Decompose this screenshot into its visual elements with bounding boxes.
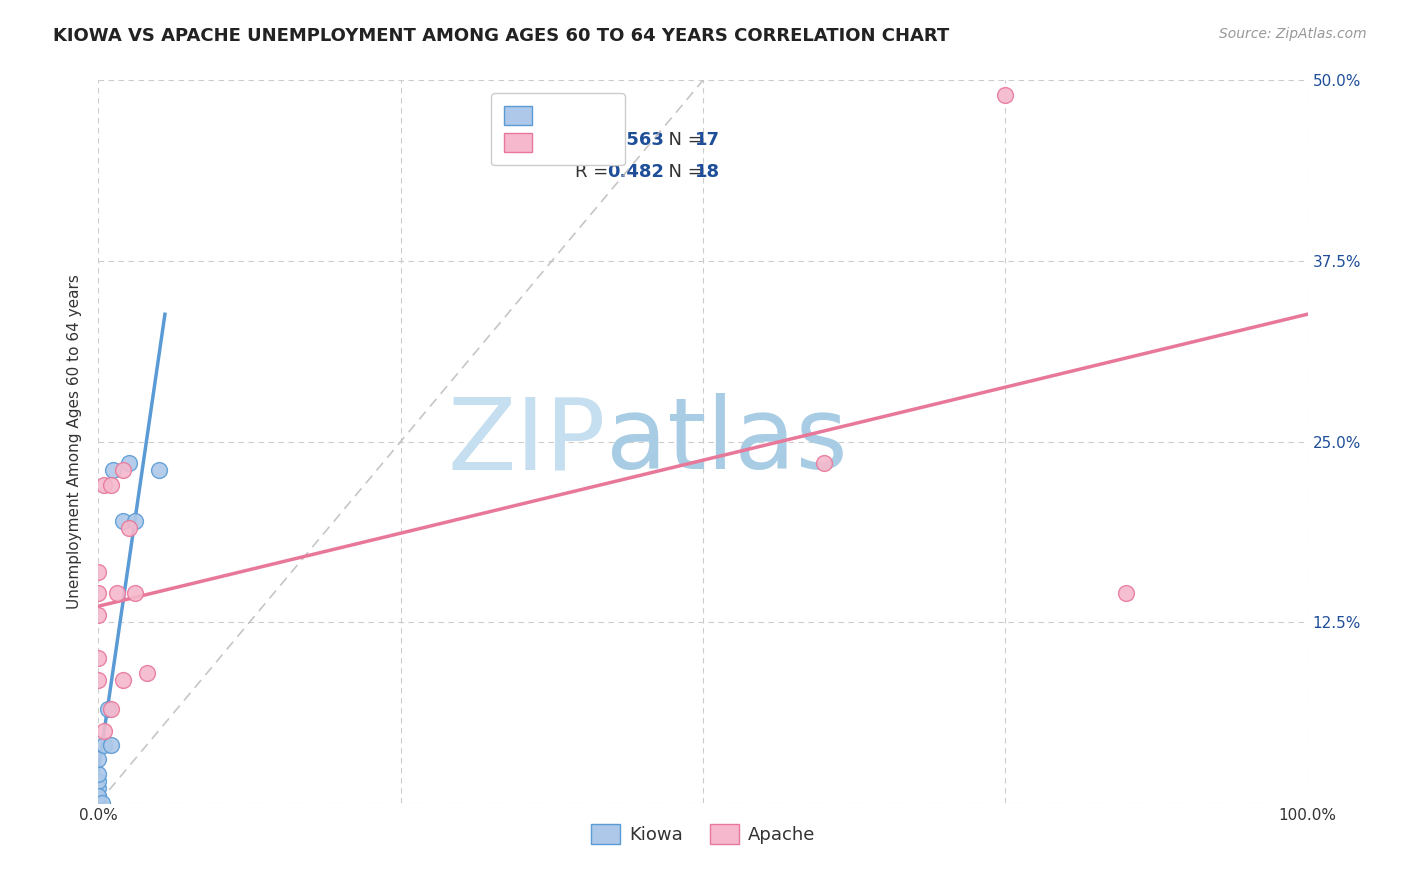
Point — [87, 586, 110, 600]
Point — [97, 702, 120, 716]
Point — [111, 463, 134, 477]
Text: ZIP: ZIP — [449, 393, 606, 490]
Point — [100, 738, 122, 752]
Point — [87, 651, 110, 665]
Point — [87, 781, 110, 796]
Point — [87, 774, 110, 789]
Point — [111, 673, 134, 687]
Point — [1115, 586, 1137, 600]
Point — [105, 586, 128, 600]
Text: 18: 18 — [695, 162, 720, 180]
Point — [87, 752, 110, 766]
Text: atlas: atlas — [606, 393, 848, 490]
Point — [994, 87, 1017, 102]
Point — [87, 673, 110, 687]
Text: KIOWA VS APACHE UNEMPLOYMENT AMONG AGES 60 TO 64 YEARS CORRELATION CHART: KIOWA VS APACHE UNEMPLOYMENT AMONG AGES … — [53, 27, 949, 45]
Point — [87, 565, 110, 579]
Point — [87, 767, 110, 781]
Y-axis label: Unemployment Among Ages 60 to 64 years: Unemployment Among Ages 60 to 64 years — [67, 274, 83, 609]
Point — [100, 702, 122, 716]
Point — [118, 456, 141, 470]
Point — [100, 478, 122, 492]
Point — [111, 514, 134, 528]
Point — [101, 463, 124, 477]
Point — [148, 463, 170, 477]
Text: 0.563: 0.563 — [607, 131, 664, 149]
Point — [93, 478, 115, 492]
Text: R =: R = — [575, 131, 614, 149]
Point — [118, 521, 141, 535]
Point — [124, 514, 146, 528]
Point — [87, 789, 110, 803]
Point — [87, 796, 110, 810]
Point — [135, 665, 157, 680]
Text: N =: N = — [657, 131, 709, 149]
Point — [813, 456, 835, 470]
Point — [87, 607, 110, 622]
Point — [93, 738, 115, 752]
Legend: Kiowa, Apache: Kiowa, Apache — [583, 817, 823, 852]
Text: R =: R = — [575, 162, 614, 180]
Point — [124, 586, 146, 600]
Point — [87, 789, 110, 803]
Text: N =: N = — [657, 162, 709, 180]
Point — [91, 796, 114, 810]
Text: 0.482: 0.482 — [607, 162, 664, 180]
Point — [93, 723, 115, 738]
Text: 17: 17 — [695, 131, 720, 149]
Text: Source: ZipAtlas.com: Source: ZipAtlas.com — [1219, 27, 1367, 41]
Point — [87, 796, 110, 810]
